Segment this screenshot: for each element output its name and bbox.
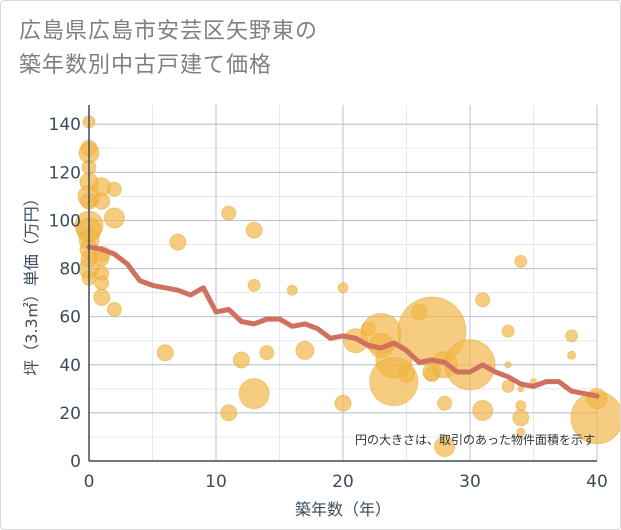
data-bubble [337, 282, 349, 294]
data-bubble [512, 409, 530, 427]
data-bubble [220, 404, 238, 422]
data-bubble [106, 301, 122, 317]
data-bubble [434, 436, 456, 458]
data-bubble [93, 192, 111, 210]
x-axis-label: 築年数（年） [295, 500, 391, 519]
data-bubble [156, 344, 174, 362]
data-bubble [286, 284, 298, 296]
chart-title-line-1: 広島県広島市安芸区矢野東の [19, 19, 319, 44]
data-bubble [245, 221, 263, 239]
x-tick-label: 10 [205, 472, 227, 492]
data-bubble [94, 251, 110, 267]
data-bubble [567, 350, 577, 360]
y-tick-label: 100 [49, 211, 81, 231]
x-tick-label: 0 [84, 472, 95, 492]
data-bubble [94, 275, 110, 291]
y-tick-label: 80 [59, 260, 81, 280]
x-tick-label: 40 [586, 472, 608, 492]
y-tick-label: 40 [59, 356, 81, 376]
data-bubble [516, 427, 526, 437]
data-bubble [437, 395, 453, 411]
data-bubble [472, 399, 494, 421]
x-tick-label: 30 [459, 472, 481, 492]
data-bubble [259, 345, 275, 361]
chart-title: 広島県広島市安芸区矢野東の 築年数別中古戸建て価格 [19, 15, 579, 83]
data-bubble [501, 324, 515, 338]
data-bubble [475, 292, 491, 308]
data-bubble [504, 361, 512, 369]
y-tick-label: 20 [59, 404, 81, 424]
data-bubble [106, 181, 122, 197]
data-bubble [334, 394, 352, 412]
chart-annotation: 円の大きさは、取引のあった物件面積を示す [355, 432, 595, 447]
data-bubble [295, 340, 315, 360]
data-bubble [398, 365, 415, 383]
data-bubble [169, 233, 187, 251]
x-tick-label: 20 [332, 472, 354, 492]
data-bubble [247, 278, 261, 292]
y-axis-label: 坪（3.3㎡）単価（万円） [22, 190, 41, 375]
data-bubble [238, 378, 270, 410]
data-bubble [93, 288, 111, 306]
y-tick-label: 140 [49, 115, 81, 135]
data-bubble [565, 329, 579, 343]
y-tick-label: 60 [59, 308, 81, 328]
y-tick-label: 120 [49, 163, 81, 183]
data-bubble [501, 379, 515, 393]
data-bubble [515, 400, 527, 412]
data-bubble [514, 254, 528, 268]
chart-title-line-2: 築年数別中古戸建て価格 [19, 53, 273, 78]
data-bubble [232, 351, 250, 369]
data-bubble [221, 205, 237, 221]
trend-line [86, 244, 600, 399]
y-tick-label: 0 [70, 452, 81, 472]
data-bubble [103, 207, 125, 229]
